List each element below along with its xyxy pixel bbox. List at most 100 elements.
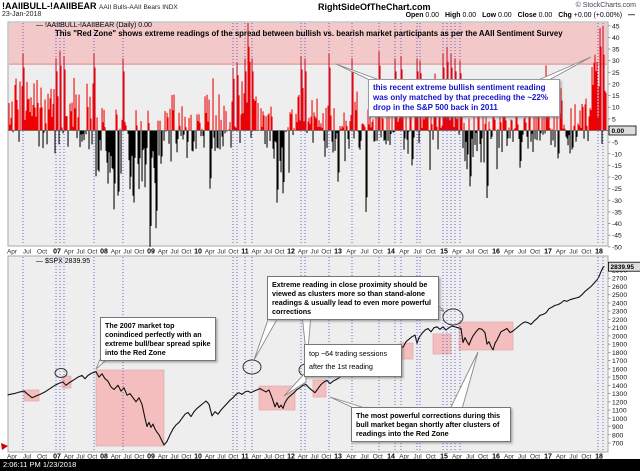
svg-text:1400: 1400 (612, 383, 627, 390)
svg-text:Apr: Apr (205, 454, 216, 461)
svg-text:35: 35 (612, 47, 620, 54)
svg-text:0.00: 0.00 (612, 128, 625, 135)
svg-text:Apr: Apr (452, 454, 463, 461)
svg-text:2100: 2100 (612, 325, 627, 332)
open-value: 0.00 (425, 12, 440, 19)
svg-text:Oct: Oct (478, 249, 488, 256)
svg-text:Oct: Oct (530, 454, 540, 461)
svg-text:1500: 1500 (612, 375, 627, 382)
symbol-title: !AAIIBULL-!AAIIBEAR AAII Bulls-AAII Bear… (2, 1, 178, 11)
svg-text:2700: 2700 (612, 276, 627, 283)
stockcharts-copyright: © StockCharts.com (575, 2, 636, 9)
svg-text:Jul: Jul (413, 454, 422, 461)
svg-text:11: 11 (241, 454, 249, 461)
svg-text:Jul: Jul (518, 249, 527, 256)
svg-text:Apr: Apr (111, 454, 122, 461)
svg-text:Apr: Apr (111, 249, 122, 256)
svg-text:Jul: Jul (264, 454, 273, 461)
svg-text:Oct: Oct (228, 249, 238, 256)
svg-text:2300: 2300 (612, 309, 627, 316)
svg-text:09: 09 (147, 249, 155, 256)
svg-text:Oct: Oct (581, 454, 591, 461)
svg-text:Apr: Apr (298, 454, 309, 461)
svg-text:-30: -30 (612, 198, 622, 205)
recent-reading-annotation: this recent extreme bullish sentiment re… (368, 79, 560, 117)
svg-text:09: 09 (147, 454, 155, 461)
svg-text:Apr: Apr (64, 454, 75, 461)
svg-text:Oct: Oct (426, 249, 436, 256)
svg-text:17: 17 (544, 454, 552, 461)
svg-text:Jul: Jul (23, 249, 32, 256)
svg-text:Apr: Apr (556, 454, 567, 461)
svg-text:07: 07 (53, 249, 61, 256)
svg-text:Apr: Apr (504, 249, 515, 256)
svg-text:Apr: Apr (64, 249, 75, 256)
svg-text:07: 07 (53, 454, 61, 461)
low-value: 0.00 (498, 12, 512, 19)
svg-text:18: 18 (595, 454, 603, 461)
svg-text:Oct: Oct (181, 249, 191, 256)
svg-text:Apr: Apr (158, 454, 169, 461)
svg-text:2400: 2400 (612, 300, 627, 307)
chart-date: 23-Jan-2018 (2, 11, 42, 18)
svg-text:1300: 1300 (612, 391, 627, 398)
svg-text:Jul: Jul (569, 454, 578, 461)
svg-text:18: 18 (595, 249, 603, 256)
svg-text:Jul: Jul (264, 249, 273, 256)
svg-text:1800: 1800 (612, 350, 627, 357)
svg-text:1600: 1600 (612, 366, 627, 373)
svg-text:08: 08 (100, 454, 108, 461)
svg-text:10: 10 (194, 249, 202, 256)
svg-text:10: 10 (194, 454, 202, 461)
svg-text:Jul: Jul (123, 249, 132, 256)
svg-text:Apr: Apr (346, 454, 357, 461)
svg-text:Jul: Jul (76, 249, 85, 256)
svg-text:800: 800 (612, 432, 624, 439)
svg-text:-15: -15 (612, 163, 622, 170)
svg-text:12: 12 (287, 249, 295, 256)
svg-text:45: 45 (612, 23, 620, 30)
open-label: Open (405, 12, 424, 19)
trading-sessions-annotation: top ~64 trading sessions after the 1st r… (304, 344, 402, 377)
symbol: !AAIIBULL-!AAIIBEAR (2, 1, 97, 11)
svg-text:900: 900 (612, 424, 624, 431)
svg-text:Jul: Jul (466, 454, 475, 461)
symbol-description: AAII Bulls-AAII Bears INDX (99, 4, 178, 11)
svg-text:-5: -5 (612, 140, 618, 147)
svg-text:14: 14 (387, 249, 395, 256)
svg-text:Jul: Jul (170, 454, 179, 461)
svg-text:Jul: Jul (76, 454, 85, 461)
svg-text:Jul: Jul (518, 454, 527, 461)
chg-flat-dash: — (628, 12, 635, 19)
svg-text:13: 13 (334, 454, 342, 461)
svg-text:Jul: Jul (23, 454, 32, 461)
svg-text:1200: 1200 (612, 399, 627, 406)
svg-text:Apr: Apr (504, 454, 515, 461)
svg-text:Apr: Apr (346, 249, 357, 256)
svg-text:Jul: Jul (217, 454, 226, 461)
red-zone-annotation: This "Red Zone" shows extreme readings o… (55, 29, 563, 38)
svg-text:2000: 2000 (612, 333, 627, 340)
svg-text:1900: 1900 (612, 342, 627, 349)
svg-text:Oct: Oct (321, 454, 331, 461)
svg-text:30: 30 (612, 58, 620, 65)
svg-text:17: 17 (544, 249, 552, 256)
svg-text:Jul: Jul (310, 454, 319, 461)
timestamp-bar: 2:06:11 PM 1/23/2018 (0, 459, 640, 471)
svg-text:Oct: Oct (581, 249, 591, 256)
powerful-corrections-annotation: The most powerful corrections during thi… (351, 407, 511, 442)
svg-text:Apr: Apr (7, 249, 18, 256)
high-value: 0.00 (462, 12, 477, 19)
svg-text:1100: 1100 (612, 408, 627, 415)
svg-text:Apr: Apr (251, 249, 262, 256)
svg-text:Oct: Oct (478, 454, 488, 461)
svg-text:Oct: Oct (530, 249, 540, 256)
svg-text:-40: -40 (612, 221, 622, 228)
svg-text:Oct: Oct (274, 249, 284, 256)
svg-text:Apr: Apr (399, 249, 410, 256)
svg-text:700: 700 (612, 440, 624, 447)
svg-text:40: 40 (612, 35, 620, 42)
high-label: High (445, 12, 461, 19)
